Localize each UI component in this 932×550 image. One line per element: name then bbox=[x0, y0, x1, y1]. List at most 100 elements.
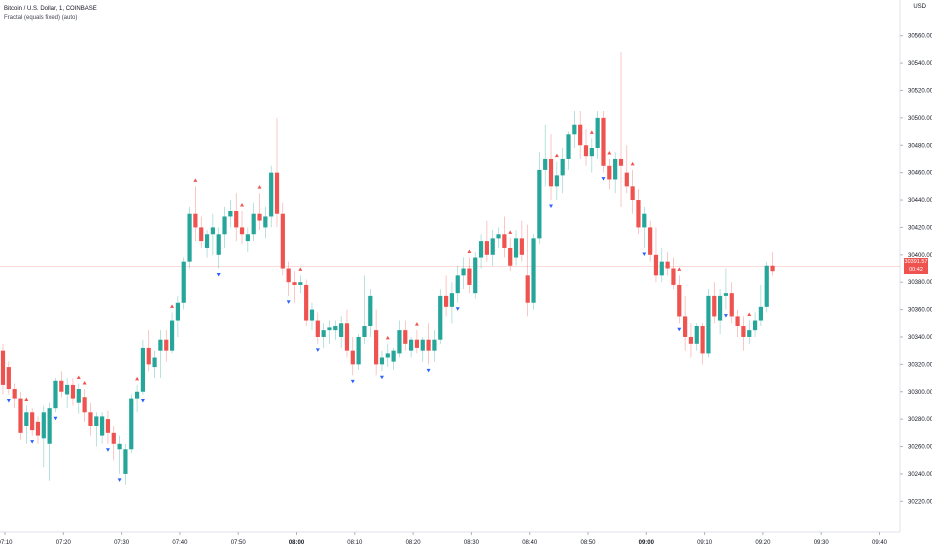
candle-body bbox=[467, 268, 472, 285]
fractal-down-marker bbox=[379, 375, 384, 380]
candle-body bbox=[309, 309, 315, 321]
candle-body bbox=[531, 238, 536, 303]
candle-body bbox=[420, 339, 425, 351]
candle-body bbox=[257, 213, 262, 221]
fractal-down-marker bbox=[677, 327, 682, 332]
fractal-up-marker bbox=[82, 381, 87, 385]
candle-body bbox=[210, 227, 215, 235]
candle-body bbox=[548, 158, 554, 187]
candle-body bbox=[677, 284, 682, 317]
price-tick-label: 30320.00 bbox=[908, 362, 932, 368]
fractal-up-marker bbox=[554, 153, 559, 158]
candle-body bbox=[152, 357, 157, 368]
candle-body bbox=[82, 397, 87, 413]
candle-body bbox=[747, 330, 752, 337]
candle-body bbox=[735, 316, 740, 327]
candle-body bbox=[490, 238, 495, 255]
candle-body bbox=[717, 295, 723, 321]
price-tick-label: 30260.00 bbox=[908, 445, 932, 451]
candle-body bbox=[286, 268, 291, 283]
candle-body bbox=[426, 339, 431, 351]
candle-body bbox=[508, 247, 513, 266]
candle-body bbox=[455, 275, 460, 294]
candle-body bbox=[665, 261, 670, 269]
candle-body bbox=[100, 416, 105, 436]
fractal-down-marker bbox=[117, 478, 122, 482]
candle-body bbox=[134, 391, 140, 399]
time-tick-label: 08:30 bbox=[464, 540, 480, 546]
candle-body bbox=[630, 186, 635, 201]
time-tick-label: 08:00 bbox=[289, 540, 305, 546]
fractal-down-marker bbox=[723, 314, 728, 318]
candle-body bbox=[0, 350, 6, 385]
candle-body bbox=[65, 384, 70, 395]
candle-body bbox=[432, 339, 437, 351]
candle-body bbox=[706, 295, 711, 354]
fractal-down-marker bbox=[642, 252, 647, 256]
candle-body bbox=[519, 238, 524, 255]
fractal-down-marker bbox=[350, 379, 355, 384]
candle-body bbox=[443, 295, 449, 307]
candle-body bbox=[694, 326, 699, 344]
candle-body bbox=[595, 117, 600, 148]
candle-body bbox=[30, 412, 35, 431]
price-tick-label: 30460.00 bbox=[908, 171, 932, 177]
candle-body bbox=[35, 421, 41, 436]
candle-body bbox=[653, 254, 659, 276]
candle-body bbox=[478, 241, 484, 258]
candle-body bbox=[263, 216, 268, 228]
last-price-badge: 30391.57 00:42 bbox=[904, 258, 928, 275]
candle-body bbox=[758, 306, 763, 321]
candle-body bbox=[298, 282, 303, 285]
candle-body bbox=[397, 330, 402, 354]
fractal-down-marker bbox=[549, 204, 554, 209]
candle-body bbox=[292, 282, 297, 285]
indicator-legend: Fractal (equals fixed) (auto) bbox=[4, 15, 78, 21]
candle-body bbox=[274, 172, 280, 214]
candle-body bbox=[216, 234, 221, 255]
price-tick-label: 30560.00 bbox=[908, 34, 932, 40]
candle-body bbox=[245, 234, 250, 242]
fractal-up-marker bbox=[508, 230, 513, 234]
time-tick-label: 08:40 bbox=[522, 540, 538, 546]
fractal-up-marker bbox=[589, 130, 594, 134]
price-tick-label: 30420.00 bbox=[908, 225, 932, 231]
fractal-down-marker bbox=[53, 416, 58, 421]
candle-body bbox=[712, 295, 717, 317]
candle-body bbox=[473, 257, 478, 294]
candle-body bbox=[496, 234, 501, 239]
candle-body bbox=[187, 213, 192, 262]
price-tick-label: 30280.00 bbox=[908, 417, 932, 423]
candle-body bbox=[683, 316, 688, 337]
candle-body bbox=[613, 158, 618, 180]
candle-body bbox=[47, 408, 52, 444]
candle-body bbox=[24, 412, 29, 426]
candle-body bbox=[537, 169, 542, 239]
candle-body bbox=[239, 227, 245, 235]
time-tick-label: 08:50 bbox=[580, 540, 596, 546]
fractal-up-marker bbox=[414, 322, 419, 326]
bar-countdown: 00:42 bbox=[909, 267, 923, 274]
candle-body bbox=[409, 339, 414, 351]
fractal-up-marker bbox=[630, 161, 635, 166]
candle-body bbox=[572, 124, 577, 135]
time-tick-label: 07:40 bbox=[172, 540, 188, 546]
candle-body bbox=[117, 443, 122, 450]
candle-body bbox=[764, 265, 769, 307]
candle-body bbox=[525, 275, 530, 303]
fractal-up-marker bbox=[170, 304, 175, 308]
candle-body bbox=[449, 293, 455, 307]
candle-body bbox=[502, 234, 507, 248]
fractal-down-marker bbox=[216, 273, 221, 277]
candle-body bbox=[76, 389, 81, 403]
candle-body bbox=[6, 367, 11, 390]
fractal-up-marker bbox=[24, 397, 29, 401]
price-tick-label: 30360.00 bbox=[908, 308, 932, 314]
candle-body bbox=[53, 380, 58, 409]
candle-body bbox=[414, 339, 420, 348]
price-tick-label: 30240.00 bbox=[908, 472, 932, 478]
candle-body bbox=[88, 412, 93, 426]
fractal-up-marker bbox=[76, 375, 81, 380]
fractal-down-marker bbox=[286, 300, 291, 304]
